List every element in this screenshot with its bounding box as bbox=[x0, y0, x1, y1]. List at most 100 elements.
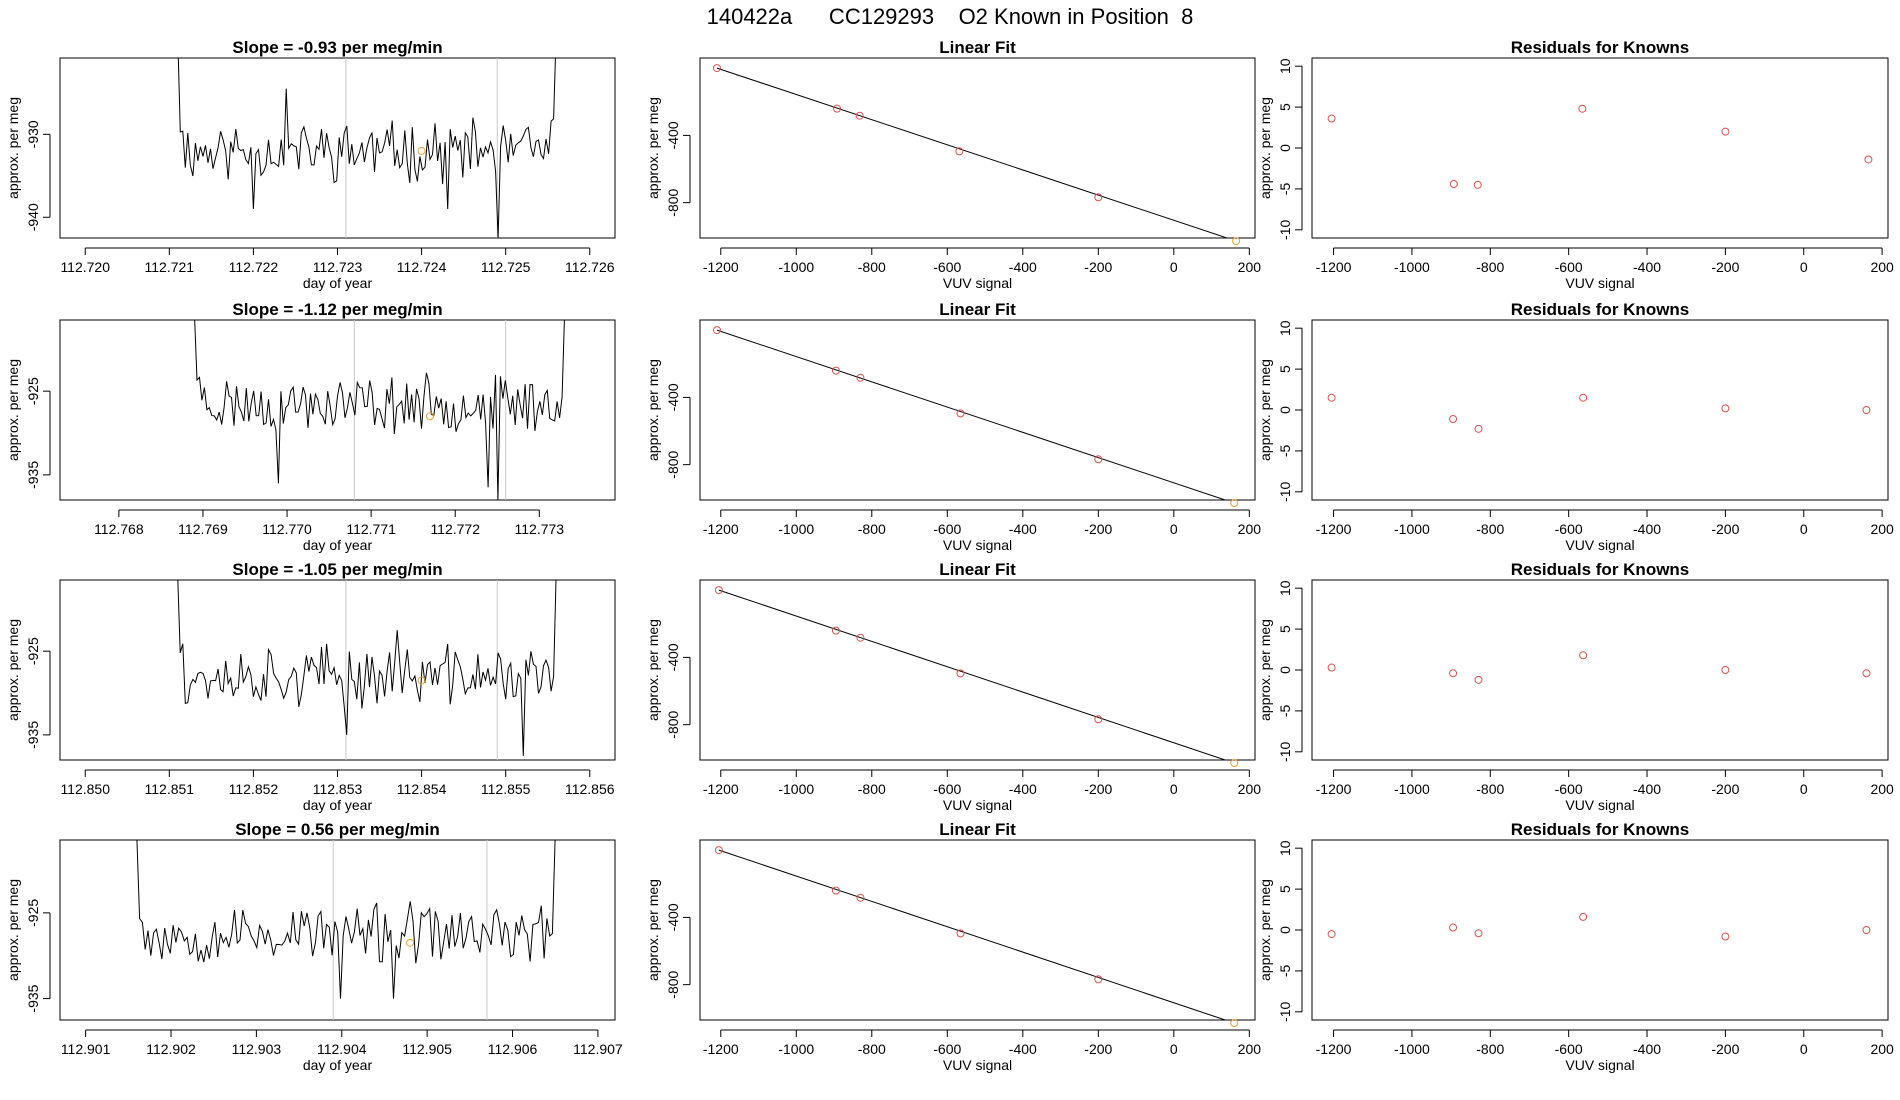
x-tick-label: 112.903 bbox=[232, 1041, 282, 1057]
mean-marker-point bbox=[417, 676, 426, 685]
residual-point bbox=[1327, 393, 1336, 402]
x-tick-label: -600 bbox=[933, 259, 961, 275]
x-tick-label: -200 bbox=[1084, 781, 1112, 797]
y-tick-label: 5 bbox=[1277, 365, 1293, 373]
plot-frame bbox=[1311, 579, 1889, 761]
y-tick-label: -935 bbox=[25, 721, 41, 749]
residual-point bbox=[1474, 424, 1483, 433]
fit-data-point bbox=[1094, 715, 1103, 724]
y-tick-label: -10 bbox=[1277, 219, 1293, 239]
fit-line bbox=[718, 589, 1227, 760]
fit-data-point bbox=[1230, 1019, 1239, 1028]
fit-data-point bbox=[955, 147, 964, 156]
residual-point bbox=[1721, 666, 1730, 674]
residual-point bbox=[1579, 393, 1588, 402]
y-tick-label: -800 bbox=[665, 710, 681, 738]
y-axis-label: approx. per meg bbox=[1257, 97, 1273, 199]
x-tick-label: -200 bbox=[1084, 521, 1112, 537]
fit-data-point bbox=[956, 409, 965, 418]
x-tick-label: -1000 bbox=[778, 521, 814, 537]
residual-point bbox=[1862, 669, 1871, 678]
y-tick-label: -10 bbox=[1277, 481, 1293, 501]
x-tick-label: 112.904 bbox=[317, 1041, 367, 1057]
y-tick-label: 5 bbox=[1277, 103, 1293, 111]
fit-data-point bbox=[856, 893, 865, 902]
mean-marker-point bbox=[426, 412, 434, 421]
x-tick-label: 200 bbox=[1238, 781, 1262, 797]
plot-frame bbox=[59, 57, 616, 239]
plot-frame bbox=[699, 839, 1256, 1021]
fit-line bbox=[716, 67, 1229, 238]
x-tick-label: 112.855 bbox=[481, 781, 531, 797]
x-tick-label: -200 bbox=[1084, 1041, 1112, 1057]
x-tick-label: -800 bbox=[858, 259, 886, 275]
plot-title: Linear Fit bbox=[939, 820, 1016, 839]
plot-frame bbox=[699, 579, 1256, 761]
fit-data-point bbox=[855, 111, 864, 120]
x-tick-label: 112.726 bbox=[565, 259, 615, 275]
x-axis-label: day of year bbox=[303, 1057, 373, 1073]
x-tick-label: -200 bbox=[1084, 259, 1112, 275]
y-tick-label: -935 bbox=[25, 984, 41, 1012]
plot-title: Residuals for Knowns bbox=[1511, 38, 1690, 57]
y-tick-label: 10 bbox=[1277, 580, 1293, 596]
plot-title: Slope = -0.93 per meg/min bbox=[232, 38, 442, 57]
x-axis-label: VUV signal bbox=[943, 797, 1012, 813]
x-tick-label: 0 bbox=[1800, 781, 1808, 797]
residual-point bbox=[1449, 180, 1458, 188]
x-tick-label: -400 bbox=[1633, 521, 1661, 537]
x-tick-label: -600 bbox=[933, 781, 961, 797]
x-tick-label: 112.850 bbox=[60, 781, 110, 797]
plot-frame bbox=[1311, 57, 1889, 239]
x-tick-label: -800 bbox=[1476, 521, 1504, 537]
y-tick-label: -10 bbox=[1277, 741, 1293, 761]
y-tick-label: -800 bbox=[665, 450, 681, 478]
residual-point bbox=[1327, 930, 1336, 939]
fit-data-point bbox=[831, 886, 840, 895]
data-trace-line bbox=[194, 320, 565, 500]
fit-data-point bbox=[1094, 193, 1103, 202]
y-axis-label: approx. per meg bbox=[5, 359, 21, 461]
y-axis-label: approx. per meg bbox=[5, 879, 21, 981]
x-tick-label: 112.901 bbox=[61, 1041, 111, 1057]
x-axis-label: day of year bbox=[303, 537, 373, 553]
residual-point bbox=[1862, 926, 1871, 934]
x-tick-label: -200 bbox=[1711, 259, 1739, 275]
x-axis-label: day of year bbox=[303, 275, 373, 291]
residual-point bbox=[1721, 932, 1730, 941]
x-tick-label: -1000 bbox=[778, 781, 814, 797]
fit-data-point bbox=[1230, 759, 1239, 768]
x-tick-label: -600 bbox=[1555, 1041, 1583, 1057]
x-tick-label: 112.852 bbox=[229, 781, 279, 797]
data-trace-line bbox=[177, 580, 557, 756]
y-tick-label: -925 bbox=[25, 377, 41, 405]
x-tick-label: 112.906 bbox=[488, 1041, 538, 1057]
x-tick-label: -1200 bbox=[703, 521, 739, 537]
residual-point bbox=[1579, 912, 1588, 921]
x-axis-label: VUV signal bbox=[1565, 275, 1634, 291]
x-axis-label: VUV signal bbox=[943, 537, 1012, 553]
y-tick-label: 0 bbox=[1277, 926, 1293, 934]
x-tick-label: 112.770 bbox=[262, 521, 312, 537]
x-tick-label: 200 bbox=[1238, 1041, 1262, 1057]
x-tick-label: 0 bbox=[1800, 521, 1808, 537]
plot-frame bbox=[59, 579, 616, 761]
y-tick-label: -935 bbox=[25, 461, 41, 489]
x-tick-label: -1200 bbox=[703, 781, 739, 797]
y-tick-label: -925 bbox=[25, 899, 41, 927]
x-tick-label: 0 bbox=[1170, 781, 1178, 797]
y-tick-label: 10 bbox=[1277, 58, 1293, 74]
fit-data-point bbox=[1094, 975, 1103, 984]
fit-data-point bbox=[956, 929, 965, 938]
x-axis-label: day of year bbox=[303, 797, 373, 813]
x-tick-label: 112.723 bbox=[313, 259, 363, 275]
figure-title: 140422a CC129293 O2 Known in Position 8 bbox=[706, 4, 1194, 29]
y-tick-label: -10 bbox=[1277, 1001, 1293, 1021]
fit-data-point bbox=[1094, 455, 1103, 464]
x-tick-label: 200 bbox=[1870, 259, 1894, 275]
y-axis-label: approx. per meg bbox=[645, 619, 661, 721]
x-tick-label: -600 bbox=[933, 521, 961, 537]
x-tick-label: 112.724 bbox=[397, 259, 447, 275]
residual-point bbox=[1862, 406, 1871, 414]
x-tick-label: 112.771 bbox=[346, 521, 396, 537]
